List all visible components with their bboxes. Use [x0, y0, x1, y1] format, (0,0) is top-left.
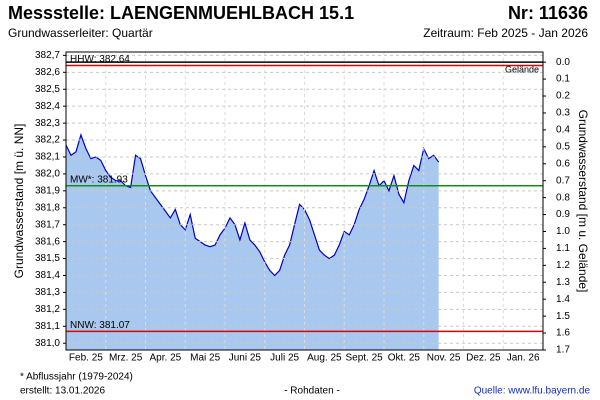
y-tick-label: 381,9: [35, 185, 60, 196]
y-tick-label: 381,1: [35, 321, 60, 332]
y2-tick-label: 1.1: [556, 243, 570, 254]
y2-tick-label: 0.2: [556, 91, 570, 102]
y2-tick-label: 1.2: [556, 260, 570, 271]
x-tick-label: Feb. 25: [69, 353, 103, 364]
y2-tick-label: 0.0: [556, 57, 570, 68]
y2-tick-label: 0.8: [556, 192, 570, 203]
x-tick-label: Okt. 25: [388, 353, 421, 364]
y2-tick-label: 0.4: [556, 125, 570, 136]
y2-tick-label: 0.9: [556, 209, 570, 220]
raw-data-note: - Rohdaten -: [284, 386, 340, 397]
y-tick-label: 382,0: [35, 169, 60, 180]
y2-tick-label: 1.3: [556, 277, 570, 288]
y2-tick-label: 0.6: [556, 158, 570, 169]
x-tick-label: Juni 25: [229, 353, 262, 364]
y-tick-label: 382,2: [35, 135, 60, 146]
x-tick-label: Mai 25: [190, 353, 220, 364]
chart-title: Messstelle: LAENGENMUEHLBACH 15.1: [8, 3, 354, 23]
x-tick-label: Nov. 25: [427, 353, 461, 364]
y2-tick-label: 0.7: [556, 175, 570, 186]
x-tick-label: Dez. 25: [466, 353, 501, 364]
y2-axis-label: Grundwasserstand [m u. Gelände]: [576, 110, 590, 293]
y2-tick-label: 1.6: [556, 328, 570, 339]
line: [65, 133, 440, 277]
y-tick-label: 381,2: [35, 304, 60, 315]
y-tick-label: 381,8: [35, 202, 60, 213]
y-tick-label: 382,1: [35, 152, 60, 163]
y-tick-label: 381,0: [35, 338, 60, 349]
y-tick-label: 382,7: [35, 50, 60, 61]
reference-label: HHW: 382.64: [70, 54, 130, 65]
y-tick-label: 381,7: [35, 219, 60, 230]
y2-tick-label: 1.5: [556, 311, 570, 322]
y-axis-label: Grundwasserstand [m ü. NN]: [12, 124, 26, 279]
y2-tick-label: 1.4: [556, 294, 570, 305]
y-tick-label: 381,4: [35, 270, 60, 281]
station-number: Nr: 11636: [508, 3, 588, 23]
y-tick-label: 381,6: [35, 236, 60, 247]
x-tick-label: Apr. 25: [150, 353, 182, 364]
y-tick-label: 381,3: [35, 287, 60, 298]
y-tick-label: 382,6: [35, 67, 60, 78]
reference-label: MW*: 381.93: [70, 174, 128, 185]
created-date: erstellt: 13.01.2026: [20, 386, 105, 397]
period: Zeitraum: Feb 2025 - Jan 2026: [423, 26, 588, 40]
reference-label: Gelände: [505, 65, 539, 75]
y-tick-label: 382,3: [35, 118, 60, 129]
x-tick-label: Jan. 26: [507, 353, 540, 364]
source: Quelle: www.lfu.bayern.de: [474, 386, 591, 397]
y-tick-label: 382,5: [35, 84, 60, 95]
y-tick-label: 381,5: [35, 253, 60, 264]
plot-frame: [65, 51, 544, 351]
x-tick-label: Aug. 25: [307, 353, 342, 364]
footnote: * Abflussjahr (1979-2024): [20, 372, 133, 383]
x-tick-label: Sept. 25: [345, 353, 383, 364]
y2-tick-label: 0.1: [556, 74, 570, 85]
x-tick-label: Mrz. 25: [109, 353, 143, 364]
y-tick-label: 382,4: [35, 101, 60, 112]
x-tick-label: Juli 25: [270, 353, 299, 364]
y2-tick-label: 0.5: [556, 141, 570, 152]
y2-tick-label: 0.3: [556, 108, 570, 119]
y2-tick-label: 1.7: [556, 345, 570, 356]
reference-label: NNW: 381.07: [70, 320, 130, 331]
subtitle: Grundwasserleiter: Quartär: [8, 26, 153, 40]
y2-tick-label: 1.0: [556, 226, 570, 237]
